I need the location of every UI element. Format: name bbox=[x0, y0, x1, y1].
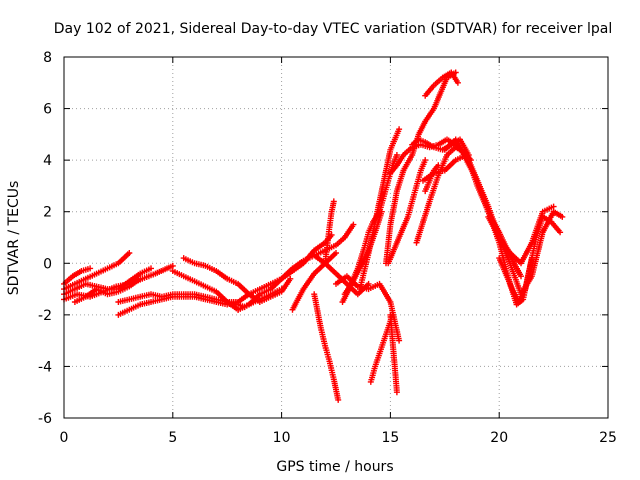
data-point-markers bbox=[311, 291, 342, 403]
data-point-markers bbox=[356, 126, 403, 293]
axes: 0 5 10 15 20 25 -6 -4 -2 0 2 4 6 8 bbox=[38, 50, 617, 446]
data-point-markers bbox=[71, 275, 144, 305]
y-tick-label: -6 bbox=[38, 411, 52, 427]
y-axis-title: SDTVAR / TECUs bbox=[6, 181, 22, 296]
series-arc30 bbox=[485, 203, 557, 267]
data-point-markers bbox=[367, 311, 396, 385]
series-arc14 bbox=[311, 291, 342, 403]
series-arc25 bbox=[385, 157, 429, 267]
series-arc32 bbox=[422, 162, 442, 195]
data-point-markers bbox=[422, 69, 461, 99]
y-tick-label: 8 bbox=[43, 50, 52, 66]
x-tick-label: 10 bbox=[273, 430, 291, 446]
data-point-markers bbox=[409, 136, 472, 158]
x-tick-label: 20 bbox=[490, 430, 508, 446]
series-arc31 bbox=[496, 255, 535, 305]
series-arc9 bbox=[180, 255, 294, 305]
x-tick-label: 15 bbox=[381, 430, 399, 446]
series-arc18 bbox=[367, 311, 396, 385]
x-tick-label: 25 bbox=[599, 430, 617, 446]
y-tick-label: 2 bbox=[43, 205, 52, 221]
y-tick-label: -4 bbox=[38, 359, 52, 375]
x-tick-label: 5 bbox=[168, 430, 177, 446]
series-arc21 bbox=[339, 208, 385, 305]
grid bbox=[64, 57, 608, 418]
y-tick-label: 0 bbox=[43, 256, 52, 272]
data-point-markers bbox=[496, 255, 535, 305]
x-axis-title: GPS time / hours bbox=[276, 459, 393, 475]
plot-frame bbox=[63, 56, 609, 419]
y-tick-label: 4 bbox=[43, 153, 52, 169]
y-tick-label: -2 bbox=[38, 308, 52, 324]
series-arc33 bbox=[409, 136, 472, 158]
data-point-markers bbox=[485, 203, 557, 267]
data-point-markers bbox=[385, 157, 429, 267]
x-tick-label: 0 bbox=[60, 430, 69, 446]
data-point-markers bbox=[339, 208, 385, 305]
series-arc5 bbox=[71, 275, 144, 305]
series-arc7 bbox=[115, 293, 242, 318]
series-arc20 bbox=[356, 126, 403, 293]
y-tick-label: 6 bbox=[43, 102, 52, 118]
series-arc23 bbox=[422, 69, 461, 99]
data-point-markers bbox=[115, 293, 242, 318]
chart-title: Day 102 of 2021, Sidereal Day-to-day VTE… bbox=[54, 21, 612, 37]
data-point-markers bbox=[180, 255, 294, 305]
data-point-markers bbox=[422, 162, 442, 195]
series-layer bbox=[61, 69, 566, 403]
